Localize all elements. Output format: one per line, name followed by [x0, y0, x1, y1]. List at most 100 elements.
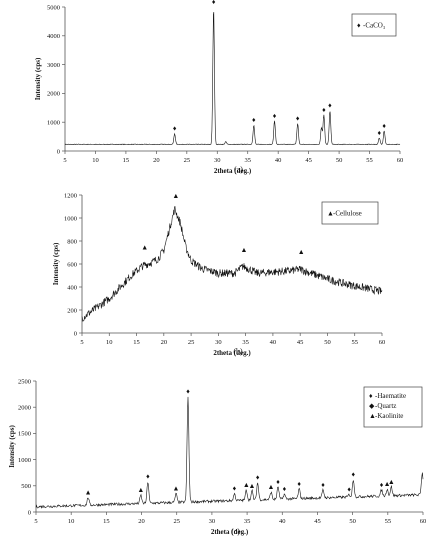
x-tick-label: 20 — [153, 157, 160, 164]
legend-box — [363, 386, 423, 428]
x-tick-label: 50 — [349, 518, 356, 525]
peak-marker: ♦ — [173, 125, 177, 133]
peak-marker: ♦ — [328, 102, 332, 110]
series-line — [81, 206, 383, 322]
x-tick-label: 45 — [297, 339, 304, 346]
x-tick-label: 15 — [133, 339, 140, 346]
y-tick-label: 0 — [28, 509, 31, 516]
legend-label: -CaCO₃ — [363, 22, 386, 30]
legend-label: -Cellulose — [333, 210, 362, 218]
x-tick-label: 10 — [92, 157, 99, 164]
y-axis-label: Intensity (cps) — [52, 242, 60, 285]
y-tick-label: 600 — [67, 261, 77, 268]
peak-marker: ▲ — [384, 480, 391, 488]
x-tick-label: 10 — [68, 518, 75, 525]
peak-marker: ▲ — [85, 488, 92, 496]
peak-marker: ▲ — [137, 486, 144, 494]
panel-a: 5 10 15 20 25 30 35 40 45 50 55 60 0 1000 2000 3000 4000… — [34, 0, 403, 175]
y-tick-label: 3000 — [47, 62, 60, 69]
x-tick-label: 20 — [138, 518, 145, 525]
peak-marker: ▲ — [172, 192, 179, 200]
peak-marker: ♦ — [322, 106, 326, 114]
x-tick-label: 25 — [184, 157, 191, 164]
x-axis-label: 2theta (deg.) — [213, 349, 251, 357]
peak-marker: ♦ — [256, 474, 260, 482]
x-tick-label: 5 — [80, 339, 83, 346]
x-tick-label: 5 — [63, 157, 66, 164]
panel-label: (a) — [234, 165, 243, 174]
y-tick-label: 0 — [57, 148, 60, 155]
x-tick-label: 45 — [314, 518, 321, 525]
x-tick-label: 55 — [366, 157, 373, 164]
x-tick-label: 35 — [244, 518, 251, 525]
x-tick-label: 10 — [106, 339, 113, 346]
y-axis-label: Intensity (cps) — [34, 57, 42, 100]
y-tick-label: 5000 — [47, 4, 60, 11]
peak-marker: ▲ — [268, 483, 275, 491]
peak-marker: ♦ — [352, 471, 356, 479]
peak-marker: ▲ — [243, 481, 250, 489]
y-tick-label: 0 — [74, 330, 77, 337]
peak-marker: ♦ — [283, 485, 287, 493]
panel-label: (b) — [233, 347, 243, 356]
y-tick-label: 500 — [21, 483, 31, 490]
peak-marker: ♦ — [186, 388, 190, 396]
x-tick-label: 5 — [34, 518, 37, 525]
peak-marker: ♦ — [296, 115, 300, 123]
x-tick-label: 60 — [420, 518, 427, 525]
panel-b: 5 10 15 20 25 30 35 40 45 50 55 6002004006008001000… — [52, 192, 385, 357]
series-line — [35, 396, 424, 509]
peak-marker: ♦ — [380, 481, 384, 489]
x-tick-label: 40 — [270, 339, 277, 346]
x-tick-label: 60 — [397, 157, 404, 164]
peak-marker: ▲ — [388, 478, 395, 486]
legend-label: -Haematite — [375, 392, 406, 400]
legend-symbol: ▲ — [369, 412, 376, 420]
peak-marker: ♦ — [273, 112, 277, 120]
x-tick-label: 35 — [244, 157, 251, 164]
peak-marker: ♦ — [297, 480, 301, 488]
peak-marker: ♦ — [382, 122, 386, 130]
legend-label: -Kaolinite — [375, 412, 403, 420]
legend-symbol: ♦ — [357, 22, 361, 30]
peak-marker: ▲ — [298, 248, 305, 256]
legend-box — [321, 201, 379, 225]
x-tick-label: 30 — [209, 518, 216, 525]
x-tick-label: 30 — [215, 339, 222, 346]
x-tick-label: 60 — [379, 339, 386, 346]
y-tick-label: 400 — [67, 284, 77, 291]
y-axis-label: Intensity (cps) — [8, 425, 16, 468]
legend-symbol: ♦ — [369, 392, 373, 400]
y-tick-label: 200 — [67, 307, 77, 314]
y-tick-label: 1000 — [18, 457, 31, 464]
x-tick-label: 50 — [336, 157, 343, 164]
x-tick-label: 30 — [214, 157, 221, 164]
y-tick-label: 1000 — [47, 120, 60, 127]
peak-marker: ♦ — [233, 485, 237, 493]
x-tick-label: 55 — [385, 518, 392, 525]
panel-label: (c) — [231, 527, 240, 536]
x-axis-label: 2theta (deg.) — [211, 528, 249, 536]
x-tick-label: 25 — [188, 339, 195, 346]
x-tick-label: 45 — [305, 157, 312, 164]
y-tick-label: 1200 — [64, 192, 77, 199]
x-tick-label: 20 — [161, 339, 168, 346]
legend-symbol: ▲ — [327, 210, 334, 218]
peak-marker: ▲ — [241, 246, 248, 254]
peak-marker: ♦ — [252, 116, 256, 124]
x-axis-label: 2theta (deg.) — [214, 167, 252, 175]
x-tick-label: 15 — [123, 157, 130, 164]
x-tick-label: 40 — [275, 157, 282, 164]
y-tick-label: 2000 — [47, 91, 60, 98]
legend-label: -Quartz — [375, 402, 396, 410]
x-tick-label: 40 — [279, 518, 286, 525]
y-tick-label: 1500 — [18, 431, 31, 438]
x-tick-label: 25 — [173, 518, 180, 525]
y-tick-label: 4000 — [47, 33, 60, 40]
y-tick-label: 1000 — [64, 215, 77, 222]
panel-c: 5 10 15 20 25 30 35 40 45 50 55 60 0 500 1000 1500 2000 2… — [8, 378, 426, 536]
peak-marker: ♦ — [276, 478, 280, 486]
peak-marker: ▲ — [141, 244, 148, 252]
x-tick-label: 35 — [242, 339, 249, 346]
